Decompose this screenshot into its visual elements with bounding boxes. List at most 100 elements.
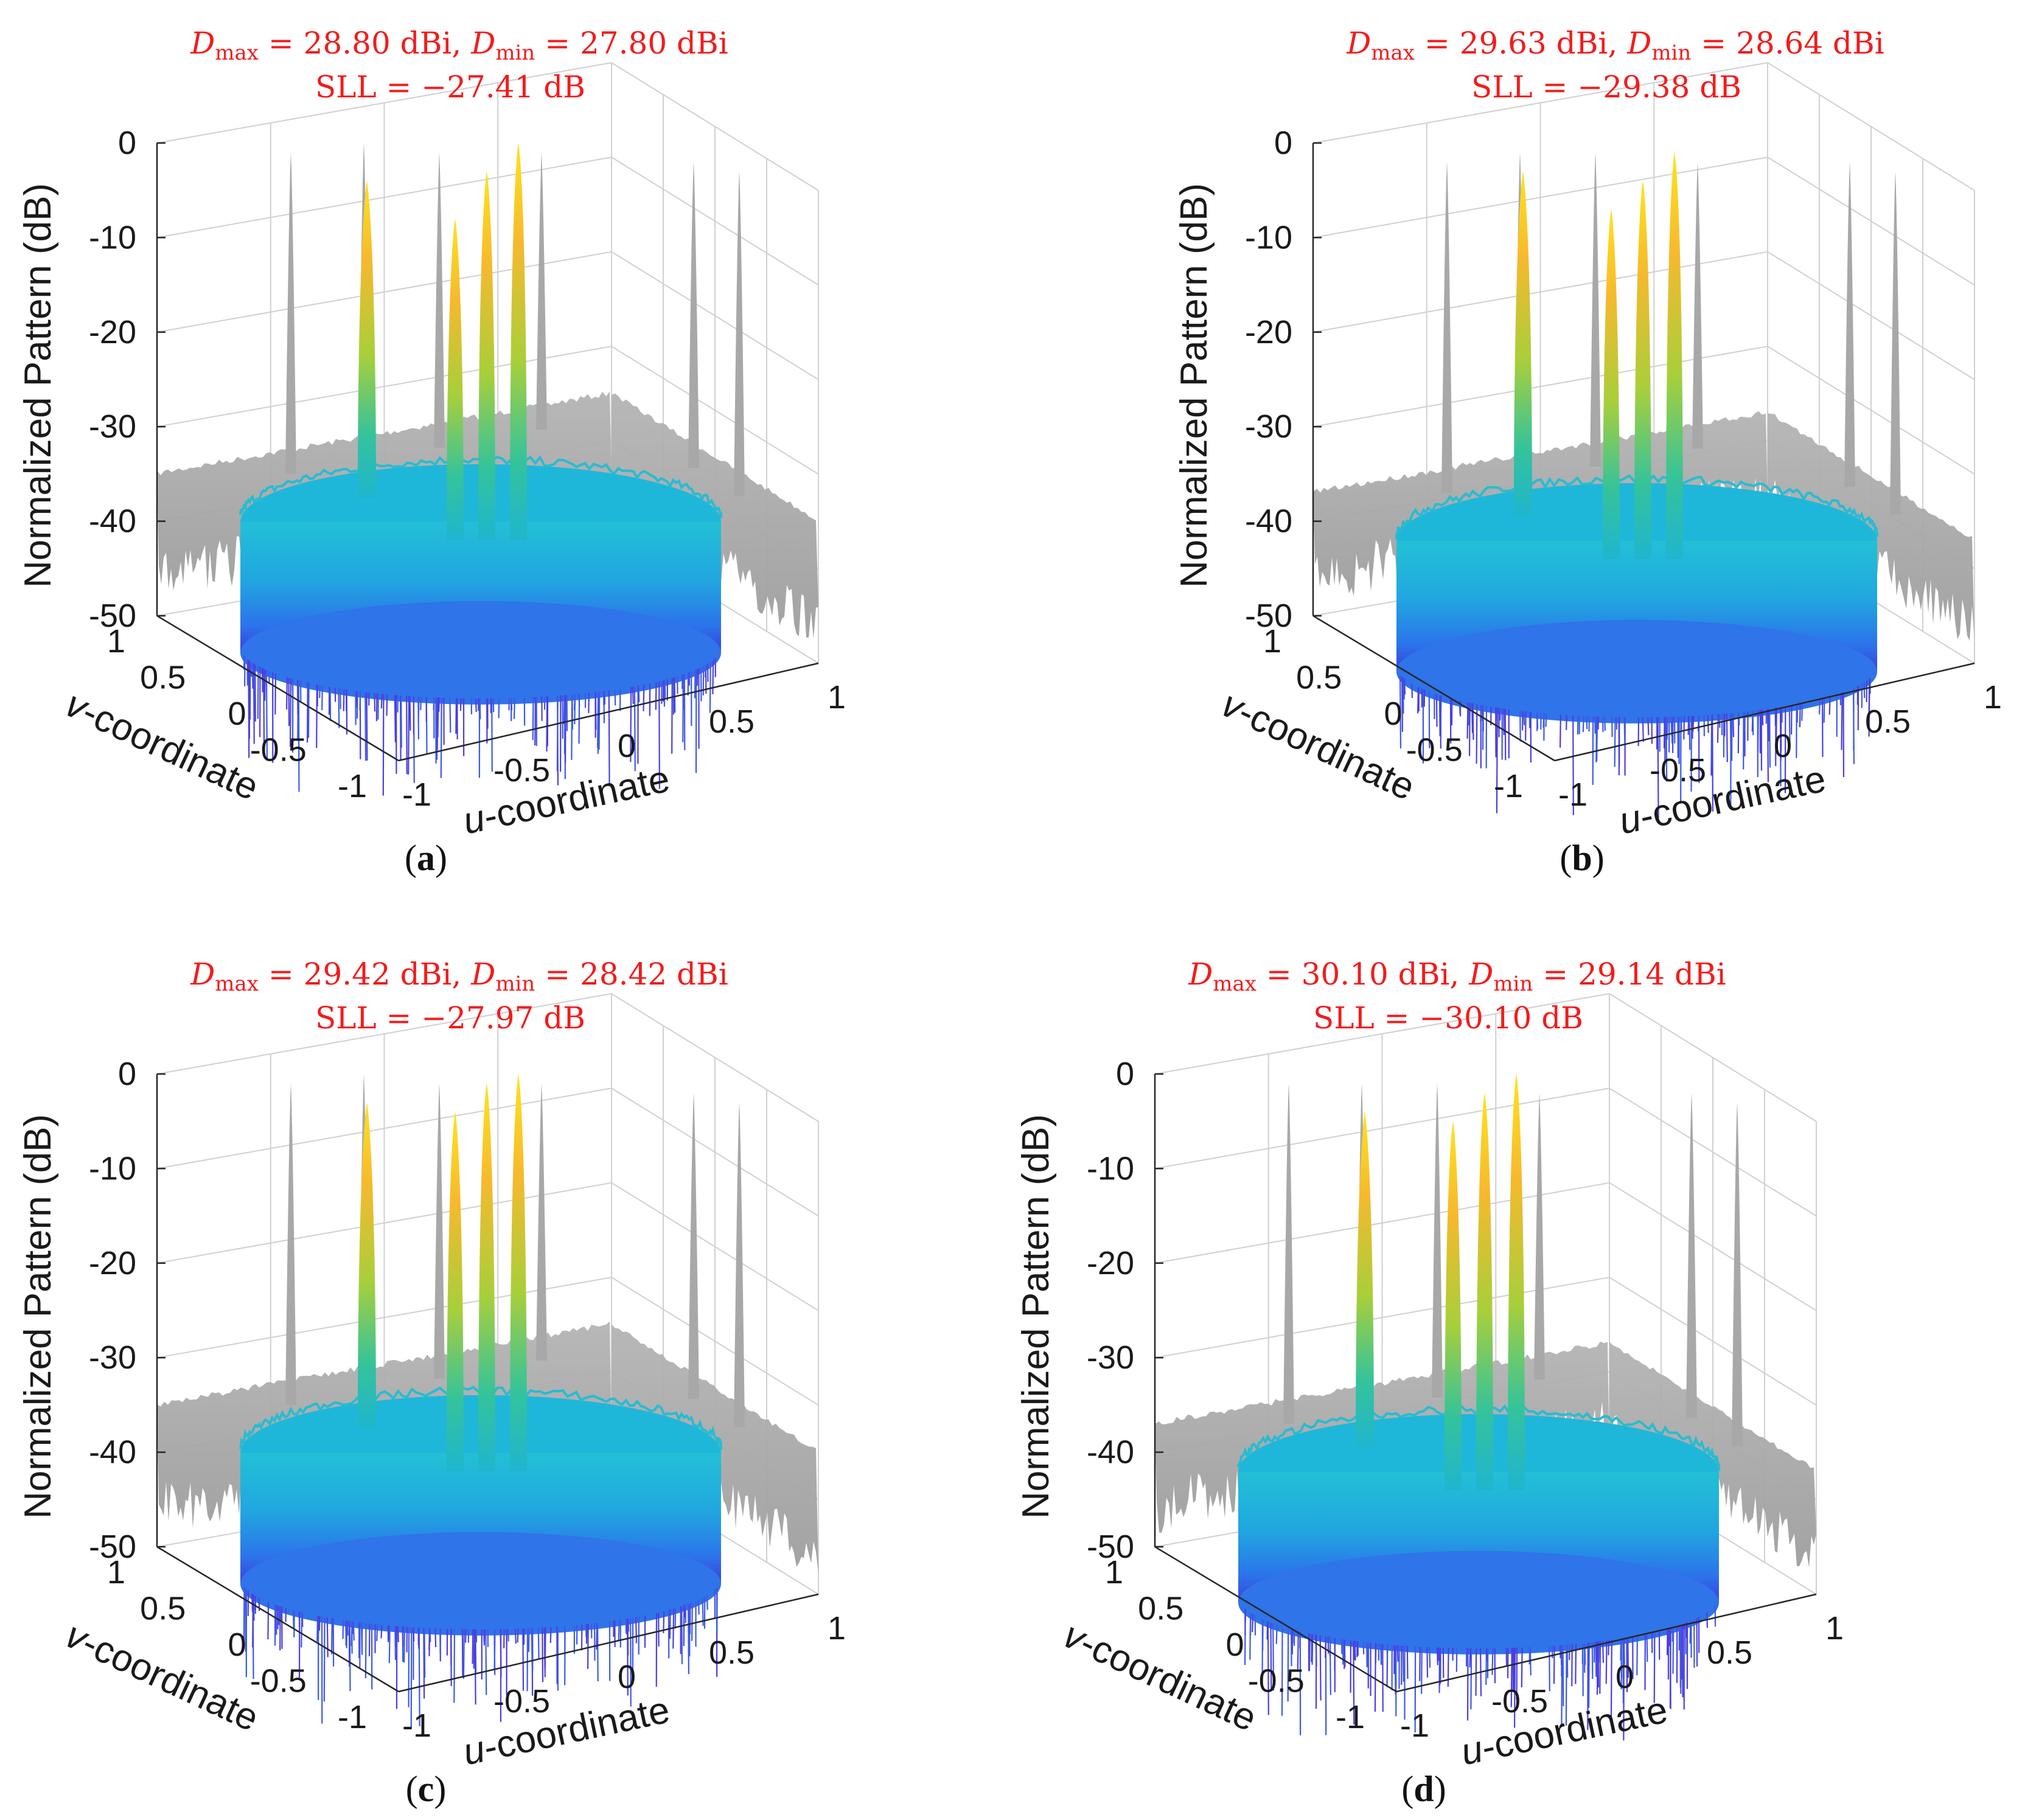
z-tick-label: -50 [1087,1529,1134,1565]
z-tick-label: -30 [1087,1339,1134,1376]
u-tick-label: -0.5 [1650,752,1706,789]
z-tick-label: -10 [1087,1150,1134,1187]
z-tick-label: 0 [118,125,136,161]
v-tick-label: -0.5 [250,732,307,769]
main-beams [358,1074,527,1471]
beam-peak [1356,1112,1374,1448]
u-tick-label: -0.5 [1491,1683,1548,1720]
beam-peak [1666,152,1683,559]
projection-peak [285,152,296,474]
z-tick-label: 0 [1116,1056,1134,1092]
v-tick-label: 0 [228,1626,246,1663]
main-beams [358,143,527,540]
z-tick-label: -10 [1245,219,1292,256]
panel-title: Dmax = 30.10 dBi, Dmin = 29.14 dBi SLL = … [1188,957,1726,1036]
beam-peak [447,218,464,540]
beam-peak [1445,1121,1462,1490]
v-tick-label: 1 [1105,1554,1123,1591]
z-axis-label: Normalized Pattern (dB) [17,1114,59,1519]
projection-peak [285,1083,296,1405]
z-tick-label: -10 [89,219,136,256]
v-tick-label: -0.5 [250,1663,307,1700]
panel-title: Dmax = 28.80 dBi, Dmin = 27.80 dBi SLL = … [190,26,728,105]
v-tick-label: -1 [338,1699,367,1735]
z-axis-label: Normalized Pattern (dB) [1015,1114,1057,1519]
projection-peak [734,1102,745,1428]
projection-peak [536,152,547,430]
u-tick-label: -1 [402,776,431,813]
u-tick-label: 0.5 [1865,703,1911,740]
panel-caption: (d) [1401,1769,1446,1809]
u-tick-label: 0 [1774,728,1792,764]
beam-peak [447,1112,464,1471]
title-sll: SLL = −27.97 dB [315,1000,585,1036]
beam-peak [1603,209,1620,559]
v-tick-label: 0 [1384,696,1402,732]
projection-peak [1534,1093,1545,1380]
v-tick-label: 1 [107,1554,125,1591]
v-tick-label: -1 [1494,768,1523,804]
u-axis-label: u-coordinate [1615,758,1829,842]
u-tick-label: 0.5 [709,1634,755,1671]
u-tick-label: -1 [402,1707,431,1744]
v-tick-label: -0.5 [1406,732,1463,769]
projection-peak [734,171,745,497]
main-beams [1514,152,1683,559]
pattern-surface [1395,473,1878,823]
v-tick-label: 0.5 [1296,660,1342,696]
title-directivity: Dmax = 29.63 dBi, Dmin = 28.64 dBi [1346,26,1884,65]
panel-title: Dmax = 29.63 dBi, Dmin = 28.64 dBi SLL = … [1346,26,1884,105]
u-tick-label: 1 [828,1610,846,1647]
projection-peak [1283,1083,1294,1424]
u-tick-label: 1 [1825,1610,1844,1647]
z-tick-label: -50 [1245,598,1292,634]
v-tick-label: 1 [1263,623,1281,660]
beam-peak [358,1102,376,1429]
projection-peak [434,1083,445,1379]
title-sll: SLL = −29.38 dB [1471,69,1741,105]
pattern-surface [1237,1404,1720,1741]
beam-peak [1476,1093,1493,1490]
u-axis-label: u-coordinate [1457,1689,1671,1773]
z-axis-label: Normalized Pattern (dB) [1173,183,1215,588]
v-tick-label: 0.5 [1138,1591,1183,1627]
u-axis-label: u-coordinate [459,1689,673,1773]
z-tick-label: -30 [89,1339,136,1376]
projection-peak [1732,1102,1743,1446]
u-tick-label: 1 [1984,679,2002,716]
u-tick-label: -0.5 [493,752,550,789]
projection-peak [434,152,445,448]
z-tick-label: -40 [89,1434,136,1471]
z-axis-label: Normalized Pattern (dB) [17,183,59,588]
z-tick-label: -50 [89,1529,136,1565]
z-tick-label: -20 [89,1245,136,1281]
u-tick-label: 1 [828,679,846,716]
projection-peak [688,162,699,469]
u-tick-label: -1 [1558,776,1588,813]
beam-peak [510,1074,527,1471]
z-tick-label: -40 [1245,503,1292,540]
u-tick-label: 0 [618,1659,636,1695]
u-tick-label: -1 [1400,1707,1429,1744]
title-directivity: Dmax = 30.10 dBi, Dmin = 29.14 dBi [1188,957,1726,996]
u-tick-label: 0.5 [709,703,755,740]
title-directivity: Dmax = 28.80 dBi, Dmin = 27.80 dBi [190,26,728,65]
z-tick-label: -30 [1245,408,1292,445]
v-tick-label: -1 [1336,1699,1365,1735]
v-tick-label: 0.5 [140,1591,186,1627]
beam-peak [1508,1074,1525,1490]
panel-caption: (b) [1560,838,1604,878]
projection-peak [1890,171,1901,515]
panel-caption: (a) [405,838,447,878]
u-tick-label: 0 [618,728,636,764]
u-tick-label: 0 [1615,1659,1634,1695]
v-tick-label: -1 [338,768,367,804]
v-tick-label: 1 [107,623,125,660]
beam-peak [1634,181,1651,559]
beam-peak [478,171,495,540]
